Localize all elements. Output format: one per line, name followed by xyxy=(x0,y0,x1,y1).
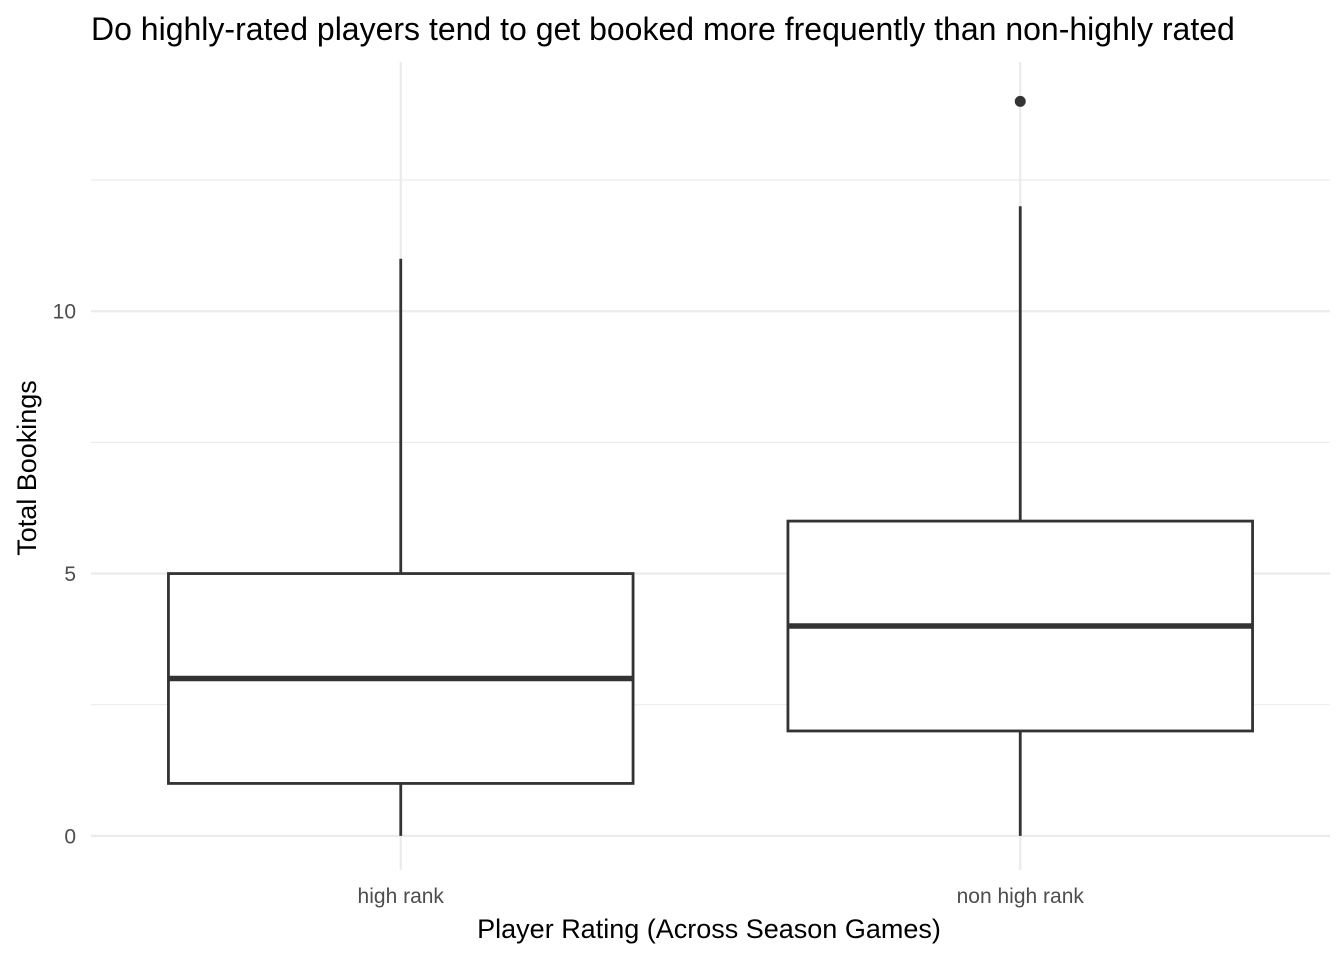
x-axis-title: Player Rating (Across Season Games) xyxy=(477,914,941,944)
x-tick-label-0: high rank xyxy=(358,885,445,908)
box-1 xyxy=(786,95,1254,836)
tick-layer: 0 5 10 high rank non high rank xyxy=(53,301,1085,908)
y-tick-label-2: 10 xyxy=(53,301,76,324)
chart-title: Do highly-rated players tend to get book… xyxy=(91,11,1235,47)
box-0 xyxy=(167,258,635,836)
outlier-point-1-0 xyxy=(1014,95,1026,107)
y-tick-label-0: 0 xyxy=(64,825,76,848)
y-axis-title: Total Bookings xyxy=(12,380,42,556)
x-tick-label-1: non high rank xyxy=(957,885,1085,908)
y-tick-label-1: 5 xyxy=(64,563,76,586)
box-layer xyxy=(167,95,1254,836)
